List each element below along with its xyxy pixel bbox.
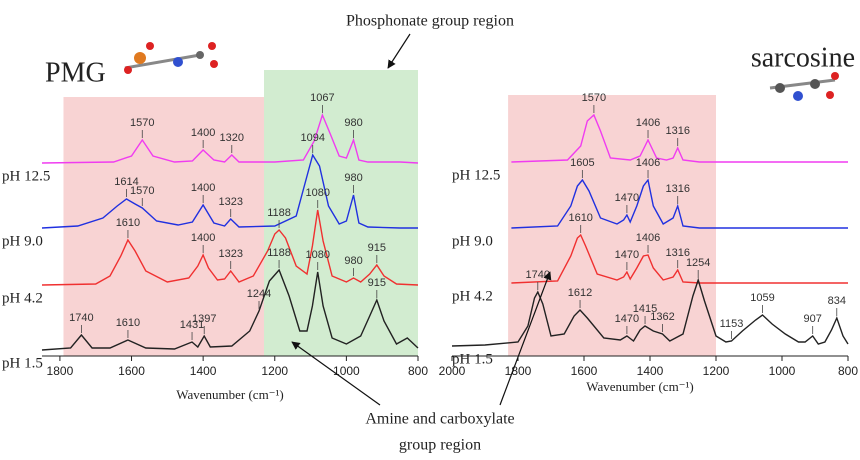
x-tick-label: 800 [408,364,428,378]
annotation: Phosphonate group region [346,13,514,30]
peak-label: 1406 [636,232,660,244]
peak-label: 1059 [750,292,774,304]
molecule-icon [770,72,839,101]
peak-label: 915 [368,242,386,254]
peak-label: 980 [344,117,362,129]
chart-title: PMG [45,57,106,88]
series-label: pH 9.0 [2,233,43,249]
peak-label: 1570 [582,92,606,104]
series-label: pH 4.2 [452,288,493,304]
x-tick-label: 1800 [47,364,74,378]
peak-label: 1740 [69,312,93,324]
peak-label: 1570 [130,117,154,129]
peak-label: 1067 [310,92,334,104]
x-tick-label: 800 [838,364,858,378]
peak-label: 907 [804,313,822,325]
peak-label: 1400 [191,127,215,139]
annotation: Amine and carboxylate [365,411,514,428]
x-tick-label: 1000 [333,364,360,378]
peak-label: 1316 [665,125,689,137]
x-axis-label: Wavenumber (cm⁻¹) [176,387,284,402]
peak-label: 1323 [218,248,242,260]
peak-label: 1080 [305,187,329,199]
series-label: pH 1.5 [2,355,43,371]
peak-label: 1362 [650,311,674,323]
peak-label: 1094 [300,132,324,144]
peak-label: 1254 [686,257,710,269]
peak-label: 1470 [615,249,639,261]
x-tick-label: 1600 [118,364,145,378]
x-tick-label: 1800 [505,364,532,378]
series-label: pH 1.5 [452,351,493,367]
series-label: pH 4.2 [2,290,43,306]
series-label: pH 12.5 [2,168,50,184]
molecule-icon [124,42,218,74]
peak-label: 1612 [568,287,592,299]
peak-label: 1320 [220,132,244,144]
series-label: pH 12.5 [452,167,500,183]
peak-label: 1400 [191,182,215,194]
peak-label: 1323 [218,196,242,208]
peak-label: 1470 [615,192,639,204]
peak-label: 1610 [568,212,592,224]
peak-label: 980 [344,172,362,184]
x-tick-label: 1200 [703,364,730,378]
peak-label: 1400 [191,232,215,244]
peak-label: 1406 [636,117,660,129]
peak-label: 834 [828,295,846,307]
arrow [388,34,410,68]
peak-label: 1406 [636,157,660,169]
annotation: group region [399,437,481,454]
peak-label: 1610 [116,217,140,229]
peak-label: 1244 [247,288,271,300]
peak-label: 1610 [116,317,140,329]
peak-label: 1740 [526,269,550,281]
chart-title: sarcosine [751,42,855,73]
figure: 1800 1600 1400 1200 1000 800 PMG Wavenumber (cm… [0,0,860,460]
x-tick-label: 1400 [637,364,664,378]
peak-label: 1397 [192,313,216,325]
peak-label: 1153 [720,318,744,330]
x-tick-label: 1600 [571,364,598,378]
x-tick-label: 1200 [261,364,288,378]
peak-label: 1316 [665,183,689,195]
peak-label: 1188 [267,207,291,219]
peak-label: 1605 [570,157,594,169]
peak-label: 1188 [267,247,291,259]
peak-label: 980 [344,255,362,267]
x-tick-label: 1400 [190,364,217,378]
peak-label: 1570 [130,185,154,197]
x-axis-label: Wavenumber (cm⁻¹) [586,379,694,394]
peak-label: 1080 [305,249,329,261]
x-tick-label: 1000 [769,364,796,378]
peak-label: 915 [368,277,386,289]
series-label: pH 9.0 [452,233,493,249]
